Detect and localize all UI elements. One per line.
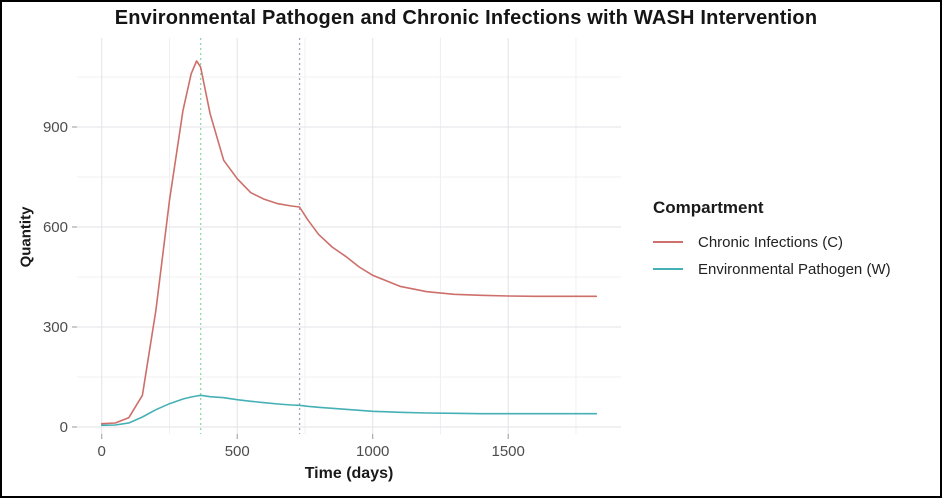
- x-axis-title: Time (days): [304, 465, 394, 482]
- x-tick-label: 1000: [356, 443, 389, 460]
- legend-swatch: [653, 268, 683, 270]
- legend-item-chronic-infections: Chronic Infections (C): [653, 231, 940, 253]
- x-tick-label: 500: [225, 443, 250, 460]
- legend-item-label: Environmental Pathogen (W): [698, 260, 891, 278]
- chart-title: Environmental Pathogen and Chronic Infec…: [114, 7, 818, 29]
- legend: Compartment Chronic Infections (C) Envir…: [653, 198, 940, 285]
- series-line-chronic-infections: [100, 60, 598, 425]
- legend-swatch: [653, 241, 683, 243]
- y-tick-label: 900: [43, 119, 68, 136]
- legend-item-environmental-pathogen: Environmental Pathogen (W): [653, 258, 940, 280]
- legend-item-label: Chronic Infections (C): [698, 233, 844, 251]
- y-axis-title: Quantity: [17, 206, 35, 268]
- y-tick-label: 300: [43, 319, 68, 336]
- x-tick-label: 1500: [492, 443, 525, 460]
- y-tick-label: 0: [60, 419, 68, 436]
- legend-title: Compartment: [653, 198, 764, 217]
- y-tick-label: 600: [43, 219, 68, 236]
- series-line-environmental-pathogen: [100, 394, 598, 427]
- x-tick-label: 0: [98, 443, 106, 460]
